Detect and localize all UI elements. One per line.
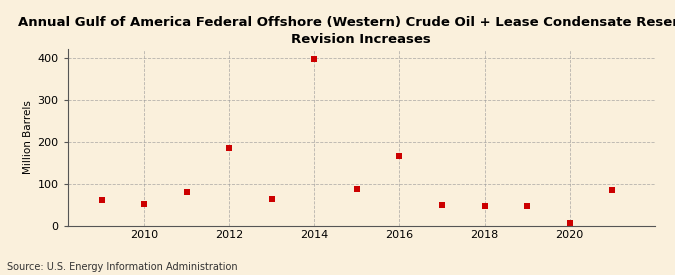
Title: Annual Gulf of America Federal Offshore (Western) Crude Oil + Lease Condensate R: Annual Gulf of America Federal Offshore … bbox=[18, 16, 675, 46]
Y-axis label: Million Barrels: Million Barrels bbox=[23, 101, 33, 174]
Text: Source: U.S. Energy Information Administration: Source: U.S. Energy Information Administ… bbox=[7, 262, 238, 272]
